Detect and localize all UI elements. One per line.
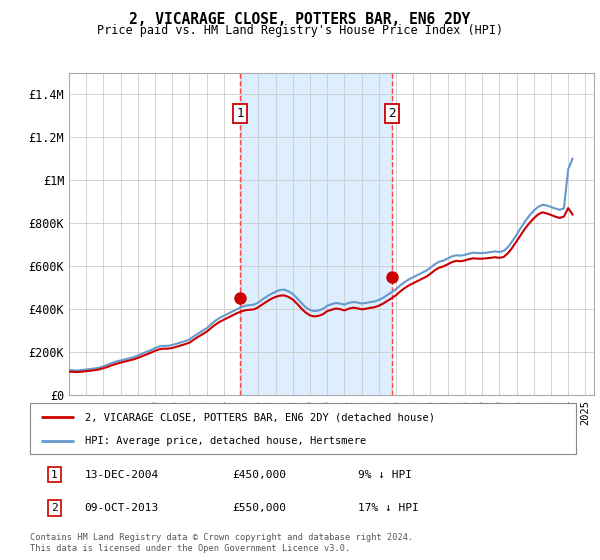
FancyBboxPatch shape bbox=[30, 403, 576, 454]
Text: 09-OCT-2013: 09-OCT-2013 bbox=[85, 503, 159, 513]
Text: 1: 1 bbox=[51, 470, 58, 479]
Text: Price paid vs. HM Land Registry's House Price Index (HPI): Price paid vs. HM Land Registry's House … bbox=[97, 24, 503, 37]
Text: 9% ↓ HPI: 9% ↓ HPI bbox=[358, 470, 412, 479]
Text: HPI: Average price, detached house, Hertsmere: HPI: Average price, detached house, Hert… bbox=[85, 436, 366, 446]
Text: 13-DEC-2004: 13-DEC-2004 bbox=[85, 470, 159, 479]
Text: £450,000: £450,000 bbox=[232, 470, 286, 479]
Text: 2, VICARAGE CLOSE, POTTERS BAR, EN6 2DY: 2, VICARAGE CLOSE, POTTERS BAR, EN6 2DY bbox=[130, 12, 470, 27]
Text: 17% ↓ HPI: 17% ↓ HPI bbox=[358, 503, 418, 513]
Text: 1: 1 bbox=[236, 107, 244, 120]
Text: 2: 2 bbox=[388, 107, 396, 120]
Text: 2: 2 bbox=[51, 503, 58, 513]
Text: 2, VICARAGE CLOSE, POTTERS BAR, EN6 2DY (detached house): 2, VICARAGE CLOSE, POTTERS BAR, EN6 2DY … bbox=[85, 412, 434, 422]
Text: £550,000: £550,000 bbox=[232, 503, 286, 513]
Text: Contains HM Land Registry data © Crown copyright and database right 2024.
This d: Contains HM Land Registry data © Crown c… bbox=[30, 533, 413, 553]
Bar bbox=[240, 73, 392, 395]
